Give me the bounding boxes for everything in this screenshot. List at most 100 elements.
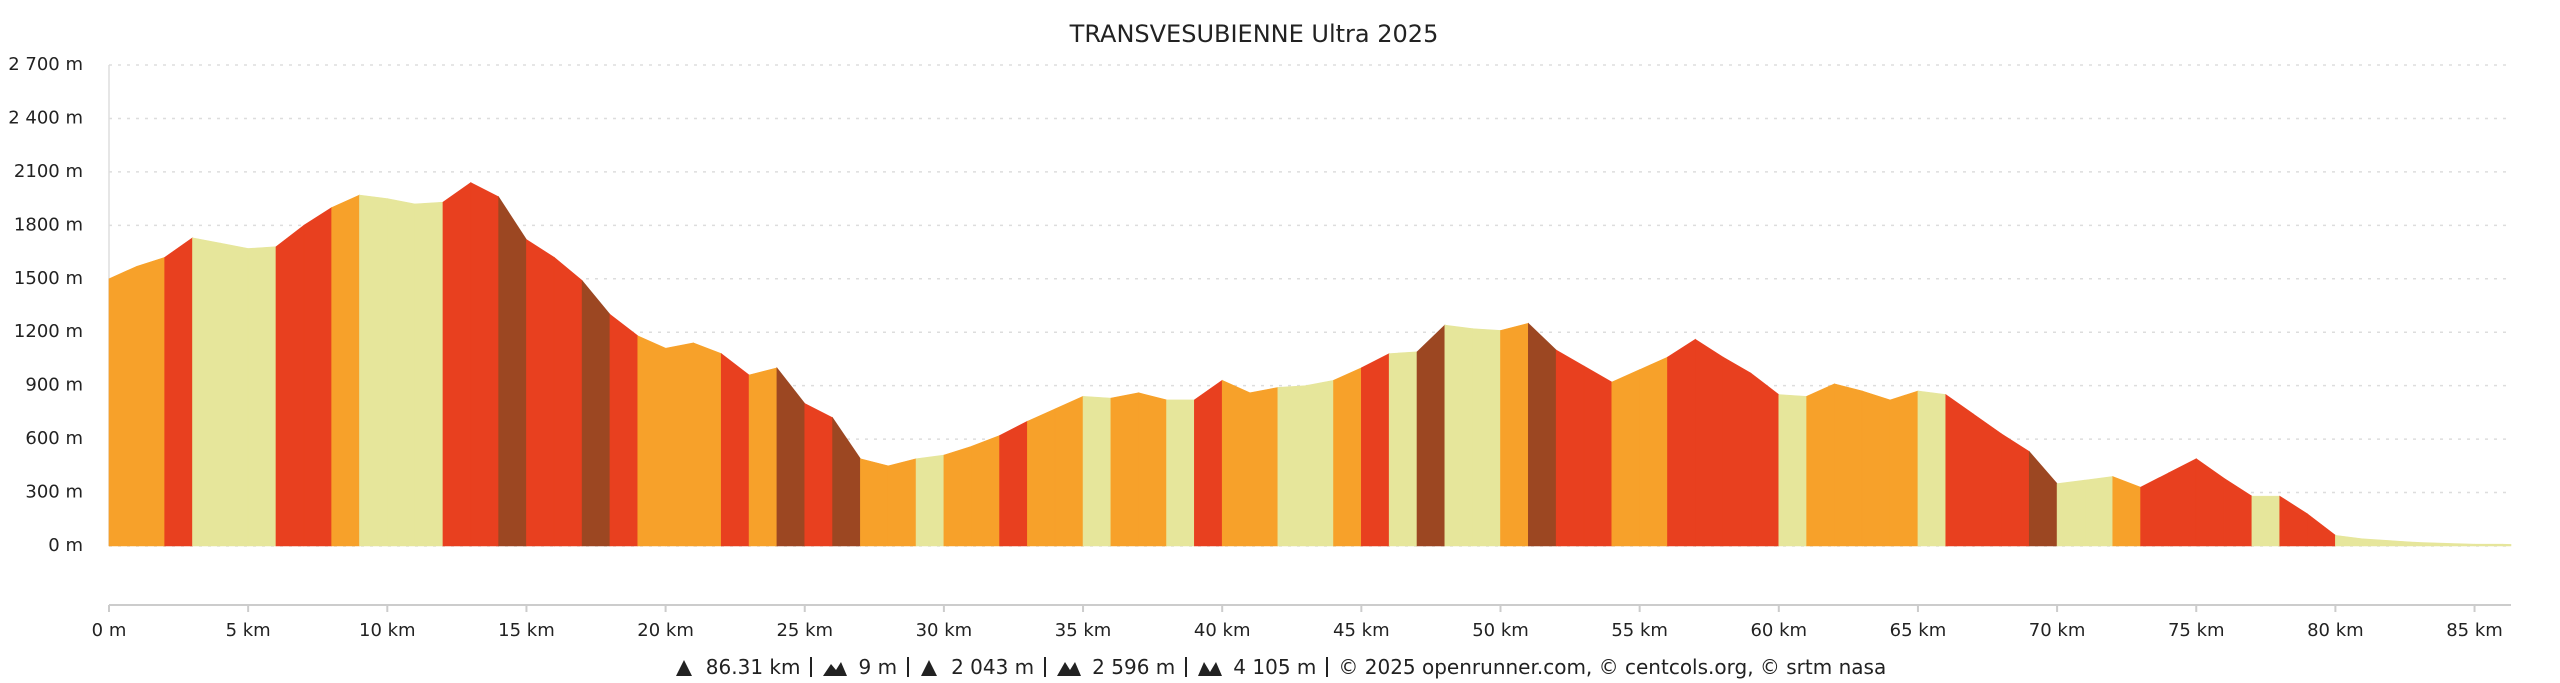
elevation-segment: [832, 416, 861, 547]
elevation-segment: [136, 256, 165, 547]
elevation-segment: [470, 182, 499, 547]
elevation-segment: [386, 198, 416, 547]
elevation-segment: [414, 201, 444, 547]
elevation-segment: [2446, 543, 2475, 547]
x-tick-label: 75 km: [2168, 620, 2225, 641]
elevation-segment: [1834, 383, 1863, 547]
elevation-segment: [2335, 534, 2364, 547]
elevation-segment: [1361, 353, 1390, 547]
elevation-segment: [1472, 328, 1501, 547]
elevation-segment: [2307, 513, 2336, 547]
elevation-segment: [1388, 351, 1418, 547]
icon-gain: [1057, 662, 1082, 676]
x-tick-label: 15 km: [498, 620, 555, 641]
elevation-segment: [1110, 392, 1140, 547]
elevation-segment: [1305, 379, 1334, 547]
x-tick-label: 45 km: [1333, 620, 1390, 641]
elevation-segment: [887, 458, 917, 547]
elevation-segment: [1611, 369, 1640, 547]
x-tick-label: 10 km: [359, 620, 416, 641]
elevation-segment: [1695, 338, 1724, 547]
elevation-segment: [1973, 413, 2002, 547]
icon-loss: [1198, 662, 1223, 676]
footer-credits: © 2025 openrunner.com, © centcols.org, ©…: [1338, 655, 1887, 679]
elevation-segment: [1027, 408, 1056, 547]
elevation-segment: [2279, 495, 2308, 547]
x-tick-label: 5 km: [226, 620, 271, 641]
elevation-segment: [442, 181, 472, 547]
x-tick-label: 60 km: [1750, 620, 1807, 641]
chart: TRANSVESUBIENNE Ultra 2025 0 m 300 m 600 m…: [8, 20, 2512, 641]
elevation-segment: [1444, 324, 1473, 547]
elevation-segment: [915, 454, 945, 547]
footer-min: 9 m: [858, 655, 898, 679]
elevation-segment: [220, 242, 249, 547]
x-tick-label: 40 km: [1194, 620, 1251, 641]
elevation-segment: [1416, 324, 1446, 547]
elevation-segment: [1889, 390, 1919, 547]
elevation-segment: [2390, 540, 2420, 547]
y-tick-label: 2 400 m: [8, 107, 83, 128]
elevation-segment: [971, 435, 1000, 547]
elevation-segment: [860, 458, 889, 547]
elevation-segment: [247, 246, 277, 547]
elevation-segment: [2028, 450, 2058, 547]
x-tick-label: 35 km: [1055, 620, 1112, 641]
elevation-segment: [609, 313, 639, 547]
icon-min: [823, 662, 848, 676]
elevation-segment: [1221, 379, 1251, 547]
elevation-segment: [637, 335, 666, 547]
elevation-segment: [1945, 393, 1974, 547]
elevation-segment: [1249, 387, 1279, 547]
elevation-segment: [2195, 458, 2225, 547]
x-tick-label: 65 km: [1890, 620, 1947, 641]
footer: 86.31 km 9 m 2 043 m 2 596 m 4 105 m © 2…: [0, 655, 2560, 679]
y-tick-label: 1200 m: [14, 321, 83, 342]
x-tick-label: 55 km: [1611, 620, 1668, 641]
elevation-segment: [526, 239, 555, 547]
y-tick-label: 1500 m: [14, 268, 83, 289]
elevation-segment: [665, 342, 694, 547]
elevation-segment: [581, 279, 611, 547]
separator: [1044, 657, 1047, 677]
footer-distance: 86.31 km: [705, 655, 801, 679]
x-tick-label: 20 km: [637, 620, 694, 641]
elevation-segment: [2251, 495, 2281, 547]
elevation-segment: [2502, 543, 2512, 547]
elevation-segment: [164, 237, 193, 547]
elevation-segment: [2418, 542, 2448, 547]
footer-gain: 2 596 m: [1092, 655, 1176, 679]
footer-loss: 4 105 m: [1233, 655, 1317, 679]
elevation-segment: [1917, 390, 1947, 547]
elevation-segment: [192, 237, 221, 547]
elevation-segment: [1054, 395, 1084, 547]
elevation-segment: [2474, 543, 2503, 547]
y-tick-label: 300 m: [25, 482, 83, 503]
x-tick-label: 50 km: [1472, 620, 1529, 641]
elevation-segment: [776, 366, 806, 547]
icon-distance: [675, 660, 692, 676]
elevation-segment: [2362, 538, 2392, 547]
elevation-segment: [1667, 338, 1696, 547]
elevation-segment: [1138, 392, 1167, 547]
elevation-segment: [1722, 356, 1752, 547]
elevation-segment: [804, 402, 833, 547]
elevation-segment: [2140, 472, 2169, 547]
x-tick-label: 30 km: [916, 620, 973, 641]
elevation-segment: [1082, 396, 1112, 547]
elevation-segment: [1333, 367, 1362, 547]
elevation-segment: [2001, 433, 2030, 547]
icon-max: [921, 660, 938, 676]
elevation-segment: [2112, 476, 2141, 547]
separator: [810, 657, 813, 677]
separator: [1185, 657, 1188, 677]
elevation-segment: [331, 194, 360, 547]
x-tick-label: 0 m: [92, 620, 127, 641]
elevation-segment: [1555, 349, 1585, 547]
elevation-segment: [1583, 365, 1613, 547]
y-tick-label: 600 m: [25, 428, 83, 449]
elevation-segment: [1194, 379, 1223, 547]
elevation-segment: [720, 352, 750, 547]
separator: [1326, 657, 1329, 677]
